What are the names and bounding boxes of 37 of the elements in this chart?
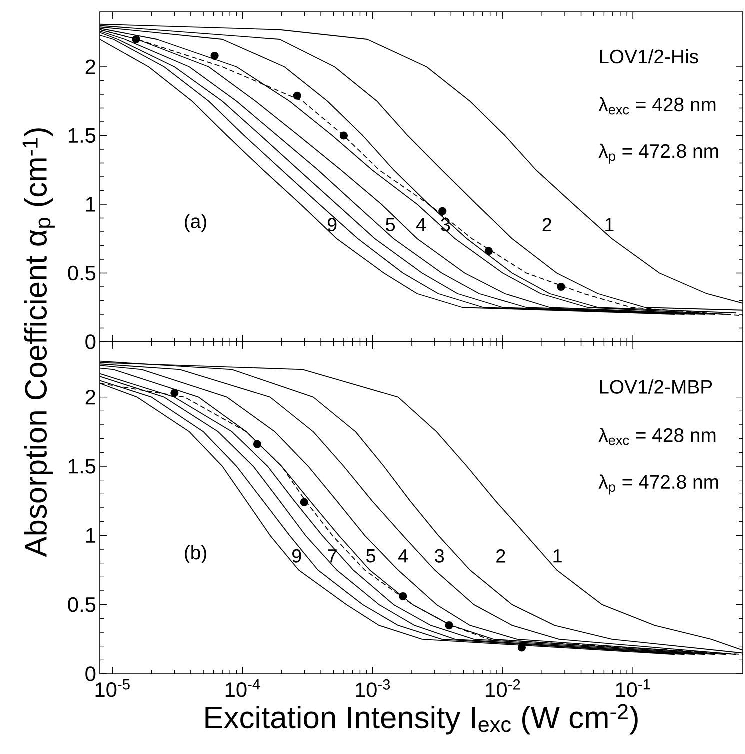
annotation: λ$_{p}$ = 472.8 nm [598, 144, 718, 164]
annotation: LOV1/2-MBP [600, 380, 712, 394]
x-tick-label: 10$^{-3}$ [356, 680, 390, 698]
x-tick-label: 10$^{-2}$ [486, 680, 520, 698]
y-tick-label: 1 [86, 197, 96, 212]
y-tick-label: 0 [86, 666, 96, 682]
x-tick-label: 10$^{-5}$ [96, 680, 130, 698]
series-label: 5 [366, 550, 376, 563]
y-tick-label: 2 [86, 390, 96, 405]
series-label: 7 [328, 550, 337, 563]
y-tick-label: 1 [86, 528, 96, 543]
y-tick-label: 1.5 [68, 459, 96, 474]
y-tick-label: 0.5 [68, 597, 96, 612]
y-axis-title: Absorption Coefficient α$_{p}$ (cm$^{-1}$) [22, 128, 55, 558]
annotation: (a) [185, 214, 206, 232]
annotation: λ$_{p}$ = 472.8 nm [598, 474, 718, 495]
series-label: 9 [328, 218, 337, 232]
series-label: 4 [398, 550, 408, 563]
series-label: 9 [292, 549, 302, 563]
series-label: 1 [554, 550, 562, 563]
y-tick-label: 2 [86, 60, 96, 74]
series-label: 4 [416, 218, 426, 232]
annotation: LOV1/2-His [600, 49, 698, 64]
series-label: 2 [542, 218, 552, 232]
x-axis-title: Excitation Intensity I$_{exc}$ (W cm$^{-2}$) [206, 704, 638, 735]
series-label: 3 [435, 549, 444, 563]
x-tick-label: 10$^{-4}$ [226, 680, 260, 698]
y-tick-label: 0 [86, 334, 96, 350]
series-label: 1 [606, 218, 614, 232]
series-label: 5 [386, 218, 396, 232]
x-tick-label: 10$^{-1}$ [616, 680, 650, 698]
annotation: (b) [185, 545, 206, 564]
series-label: 2 [496, 550, 506, 563]
y-tick-label: 1.5 [68, 128, 96, 144]
annotation: λ$_{exc}$ = 428 nm [598, 428, 716, 446]
y-tick-label: 0.5 [68, 266, 96, 281]
annotation: λ$_{exc}$ = 428 nm [598, 97, 716, 115]
